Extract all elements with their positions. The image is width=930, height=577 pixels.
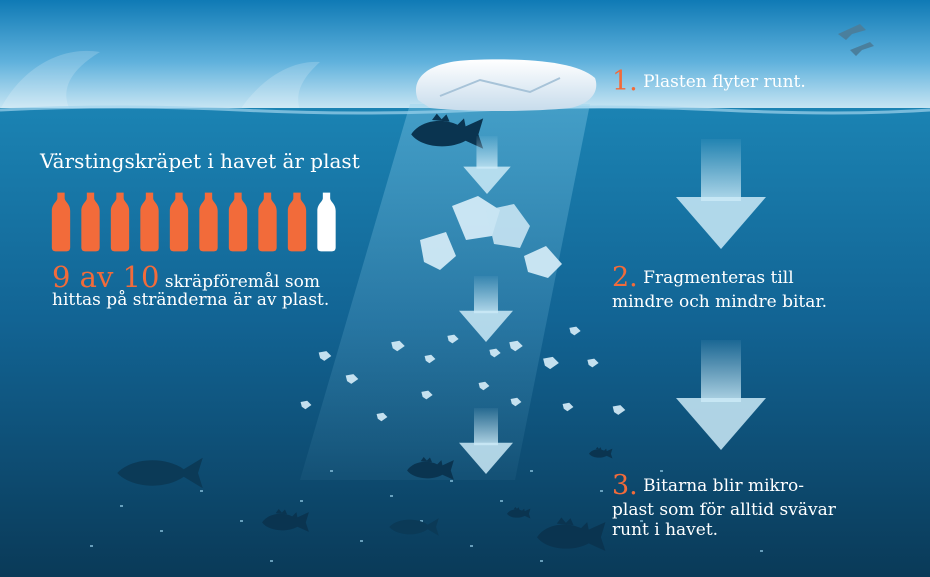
stat-text-line1: skräpföremål som [164, 272, 320, 292]
stat-number: 9 av 10 [52, 260, 160, 294]
stat-text: 9 av 10 skräpföremål som hittas på strän… [52, 262, 329, 310]
step-3-number: 3. [612, 470, 638, 501]
step-1: 1. Plasten flyter runt. [612, 66, 806, 97]
stat-text-line2: hittas på stränderna är av plast. [52, 290, 330, 311]
bird-icon [838, 24, 874, 56]
step-2-line1: Fragmenteras till [643, 268, 794, 288]
distant-wave-left [0, 50, 100, 110]
distant-wave-mid [240, 61, 320, 110]
step-2-line2: mindre och mindre bitar. [612, 292, 828, 313]
step-3-line3: runt i havet. [612, 519, 719, 540]
light-beam [300, 104, 590, 480]
plastic-bag-icon [415, 59, 597, 111]
step-3-line1: Bitarna blir mikro- [643, 476, 804, 496]
step-2-number: 2. [612, 262, 638, 293]
plastic-fragments-large [420, 196, 562, 278]
step-3: 3. Bitarna blir mikro- plast som för all… [612, 470, 836, 540]
page-title: Värstingskräpet i havet är plast [40, 149, 360, 173]
step-1-text: Plasten flyter runt. [643, 72, 806, 92]
microplastic-dots [90, 470, 763, 562]
step-2: 2. Fragmenteras till mindre och mindre b… [612, 262, 827, 313]
step-1-number: 1. [612, 66, 638, 97]
step-3-line2: plast som för alltid svävar [612, 500, 836, 521]
